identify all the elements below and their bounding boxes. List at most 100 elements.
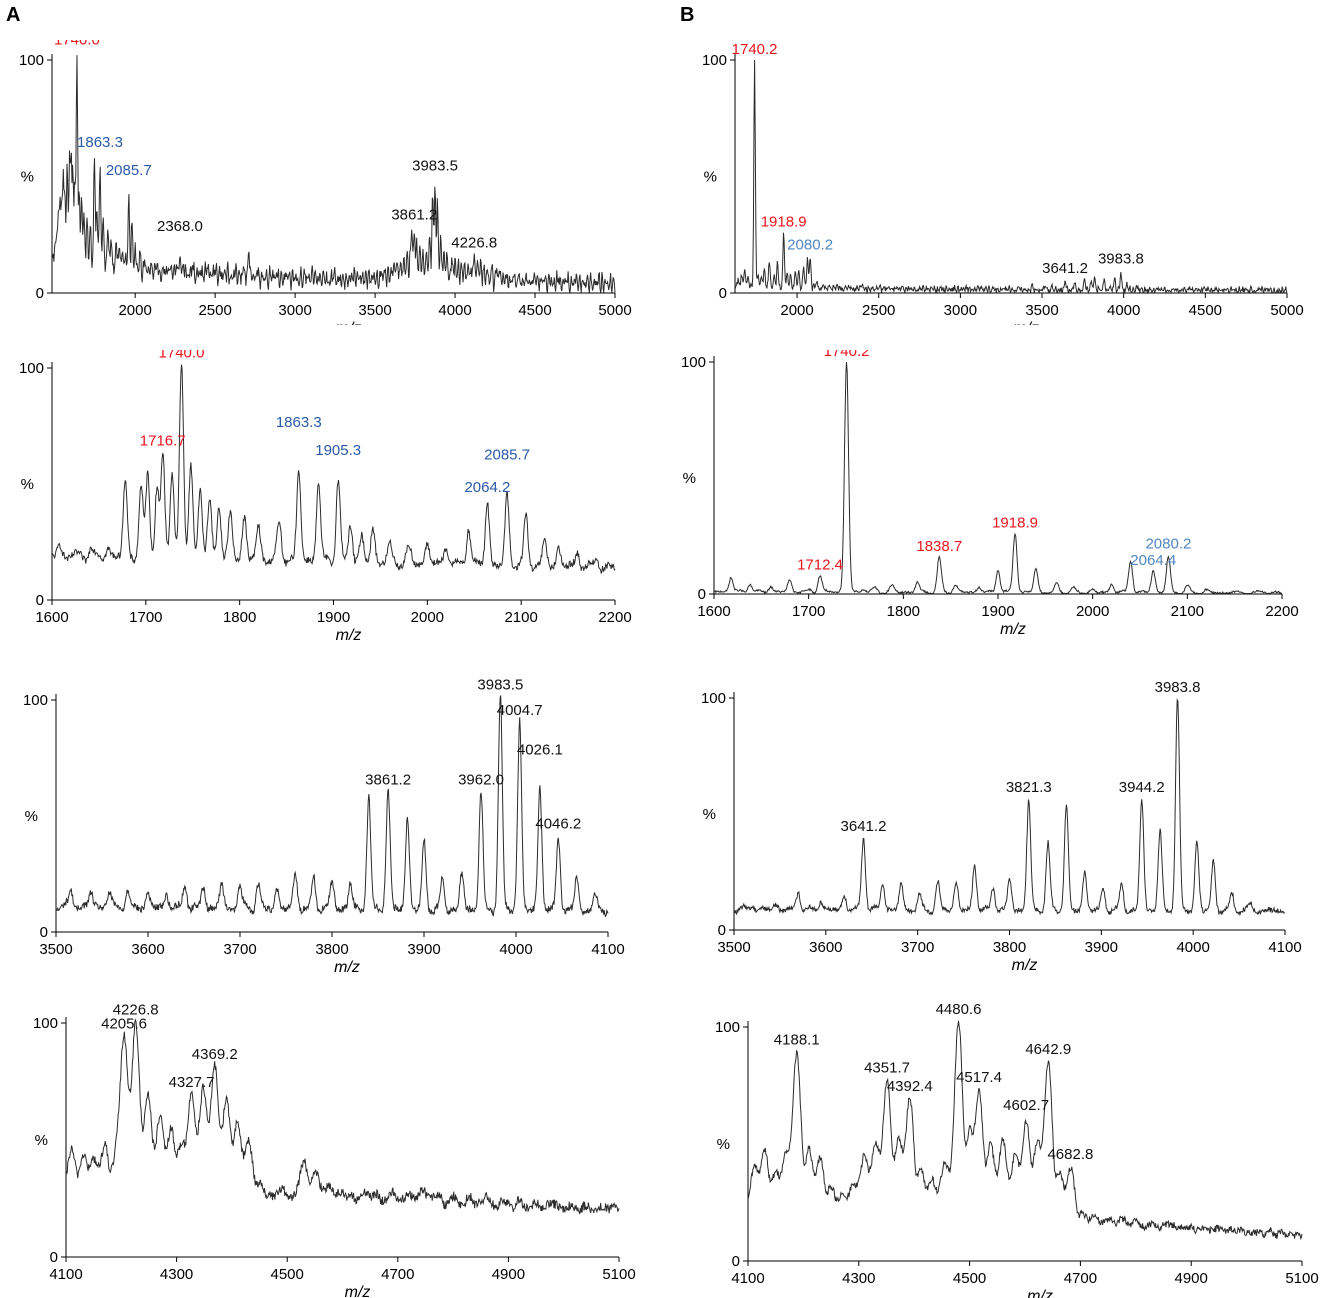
peak-label: 4205.6	[101, 1016, 147, 1033]
peak-label: 3861.2	[365, 771, 411, 788]
peak-label: 1863.3	[276, 414, 322, 431]
x-tick-label: 3600	[131, 941, 164, 958]
x-tick-label: 4100	[49, 1266, 82, 1283]
x-tick-label: 4000	[1176, 939, 1209, 956]
x-axis-label: m/z	[345, 1284, 371, 1298]
x-tick-label: 3000	[278, 302, 311, 319]
y-axis-label: %	[683, 470, 696, 487]
spectrum-trace	[51, 364, 616, 575]
peak-label: 2368.0	[157, 218, 203, 235]
peak-label: 1712.4	[797, 556, 843, 573]
x-tick-label: 4700	[381, 1266, 414, 1283]
x-axis-label: m/z	[1000, 621, 1026, 638]
y-tick-label: 0	[718, 922, 726, 939]
spectrum-trace	[733, 698, 1286, 917]
y-tick-label: 100	[19, 360, 44, 377]
x-tick-label: 2500	[862, 302, 895, 319]
x-axis-label: m/z	[334, 959, 360, 976]
peak-label: 4026.1	[517, 741, 563, 758]
peak-label: 4327.7	[169, 1074, 215, 1091]
peak-label: 1740.0	[54, 40, 100, 49]
spectrum-chart-a1: 2000 2500 3000 3500 4000 4500 5000 0 100% m/z 1740…	[19, 40, 632, 325]
y-tick-label: 0	[50, 1249, 58, 1266]
spectrum-chart-a2: 1600 1700 1800 1900 2000 2100 2200 0 100% m/z 1740…	[19, 350, 632, 644]
peak-label: 3983.8	[1155, 679, 1201, 696]
x-tick-label: 2000	[780, 302, 813, 319]
peak-label: 1740.0	[159, 350, 205, 361]
peak-label: 3983.8	[1098, 251, 1144, 268]
x-tick-label: 2200	[1265, 603, 1298, 620]
x-axis-label: m/z	[1012, 957, 1038, 974]
spectrum-trace	[713, 361, 1283, 595]
y-tick-label: 0	[719, 285, 727, 302]
y-tick-label: 100	[19, 52, 44, 69]
x-tick-label: 1900	[981, 603, 1014, 620]
y-axis-label: %	[717, 1136, 730, 1153]
x-tick-label: 3500	[1025, 302, 1058, 319]
x-tick-label: 4900	[492, 1266, 525, 1283]
spectrum-trace	[734, 59, 1288, 295]
peak-label: 4188.1	[774, 1031, 820, 1048]
peak-label: 4480.6	[936, 1001, 982, 1018]
x-tick-label: 1600	[35, 609, 68, 626]
x-tick-label: 4300	[160, 1266, 193, 1283]
peak-label: 2080.2	[1145, 536, 1191, 553]
y-tick-label: 0	[36, 285, 44, 302]
y-axis-label: %	[25, 808, 38, 825]
x-tick-label: 1600	[697, 603, 730, 620]
y-tick-label: 100	[33, 1015, 58, 1032]
peak-label: 2064.4	[1130, 552, 1176, 569]
x-tick-label: 5000	[1270, 302, 1303, 319]
x-tick-label: 4700	[1064, 1270, 1097, 1287]
y-axis-label: %	[21, 169, 34, 186]
peak-label: 2064.2	[464, 479, 510, 496]
x-tick-label: 4000	[1107, 302, 1140, 319]
peak-label: 3861.2	[391, 206, 437, 223]
x-tick-label: 4500	[953, 1270, 986, 1287]
peak-label: 1740.2	[824, 350, 870, 360]
peak-label: 1740.2	[732, 41, 778, 58]
spectrum-chart-b4: 4100 4300 4500 4700 4900 5100 0 100% m/z 4480.6 41…	[715, 1001, 1319, 1298]
x-tick-label: 5100	[602, 1266, 635, 1283]
y-tick-label: 100	[23, 692, 48, 709]
spectrum-trace	[51, 55, 616, 293]
x-tick-label: 1700	[129, 609, 162, 626]
x-tick-label: 3500	[39, 941, 72, 958]
x-tick-label: 4900	[1175, 1270, 1208, 1287]
x-tick-label: 4100	[1268, 939, 1301, 956]
y-axis-label: %	[21, 476, 34, 493]
peak-label: 3641.2	[1042, 260, 1088, 277]
spectrum-chart-a4: 4100 4300 4500 4700 4900 5100 0 100% m/z 4226.842…	[33, 1002, 636, 1298]
y-tick-label: 100	[715, 1019, 740, 1036]
x-tick-label: 4000	[499, 941, 532, 958]
x-tick-label: 4500	[271, 1266, 304, 1283]
y-tick-label: 100	[702, 52, 727, 69]
peak-label: 4517.4	[956, 1069, 1002, 1086]
x-tick-label: 2200	[598, 609, 631, 626]
y-tick-label: 0	[40, 924, 48, 941]
y-tick-label: 0	[698, 586, 706, 603]
x-tick-label: 5000	[598, 302, 631, 319]
peak-label: 1918.9	[992, 515, 1038, 532]
x-tick-label: 1800	[887, 603, 920, 620]
spectrum-trace	[55, 695, 609, 918]
y-tick-label: 0	[36, 592, 44, 609]
x-tick-label: 4000	[438, 302, 471, 319]
x-tick-label: 3900	[407, 941, 440, 958]
peak-label: 3983.5	[477, 676, 523, 693]
x-tick-label: 1700	[792, 603, 825, 620]
x-tick-label: 3900	[1085, 939, 1118, 956]
x-tick-label: 2000	[118, 302, 151, 319]
x-tick-label: 3800	[315, 941, 348, 958]
peak-label: 4351.7	[864, 1059, 910, 1076]
y-tick-label: 100	[701, 690, 726, 707]
x-axis-label: m/z	[1027, 1288, 1053, 1298]
x-tick-label: 1900	[317, 609, 350, 626]
x-tick-label: 4300	[842, 1270, 875, 1287]
x-tick-label: 3800	[993, 939, 1026, 956]
spectrum-chart-b2: 1600 1700 1800 1900 2000 2100 2200 0 100% m/z 1740…	[681, 350, 1299, 638]
x-axis-label: m/z	[336, 627, 362, 644]
peak-label: 3962.0	[458, 771, 504, 788]
x-axis-label: m/z	[336, 320, 362, 325]
